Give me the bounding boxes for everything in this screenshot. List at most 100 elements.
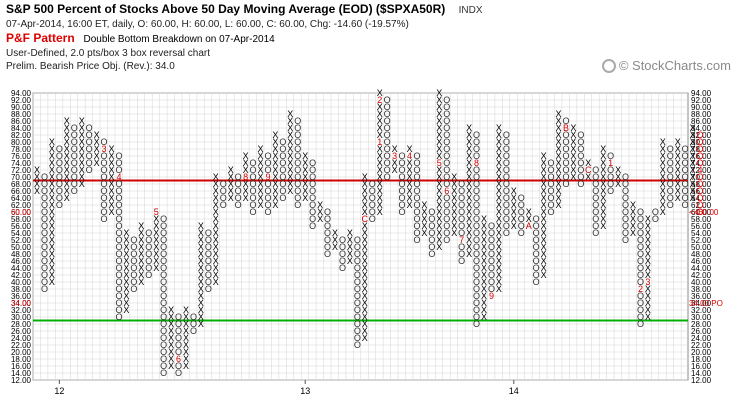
- pf-column-x: XXX: [317, 200, 323, 224]
- x-box: X: [496, 242, 502, 252]
- o-box: O: [384, 123, 391, 133]
- o-box: O: [428, 249, 435, 259]
- o-box: O: [324, 207, 331, 217]
- o-box: O: [637, 263, 644, 273]
- x-box: X: [555, 144, 561, 154]
- x-box: X: [436, 186, 442, 196]
- o-box: O: [548, 193, 555, 203]
- x-box: X: [481, 270, 487, 280]
- o-box: O: [56, 158, 63, 168]
- x-box: X: [645, 284, 651, 294]
- x-box: X: [436, 123, 442, 133]
- o-box: O: [235, 179, 242, 189]
- y-tick-label-right: 50.00: [691, 243, 712, 252]
- y-tick-label-right: 48.00: [691, 250, 712, 259]
- o-box: O: [41, 270, 48, 280]
- x-box: X: [183, 347, 189, 357]
- x-box: X: [466, 249, 472, 259]
- copyright-text: © StockCharts.com: [618, 58, 731, 73]
- x-box: X: [168, 340, 174, 350]
- o-box: O: [443, 116, 450, 126]
- x-box: X: [660, 179, 666, 189]
- y-tick-label-right: 82.00: [691, 131, 712, 140]
- o-box: O: [294, 123, 301, 133]
- o-box: O: [697, 130, 704, 140]
- x-box: X: [347, 242, 353, 252]
- o-box: O: [667, 200, 674, 210]
- o-box: O: [205, 235, 212, 245]
- o-box: O: [309, 179, 316, 189]
- o-box: O: [115, 179, 122, 189]
- x-box: X: [406, 172, 412, 182]
- y-tick-label-left: 66.00: [11, 187, 32, 196]
- o-box: O: [235, 200, 242, 210]
- o-box: O: [577, 137, 584, 147]
- o-box: O: [577, 172, 584, 182]
- o-box: O: [428, 235, 435, 245]
- o-box: O: [56, 200, 63, 210]
- x-box: X: [660, 144, 666, 154]
- o-box: O: [399, 207, 406, 217]
- o-box: O: [86, 144, 93, 154]
- o-box: O: [71, 137, 78, 147]
- o-box: O: [443, 214, 450, 224]
- o-box: O: [473, 256, 480, 266]
- x-box: X: [481, 305, 487, 315]
- o-box: O: [309, 200, 316, 210]
- x-box: X: [555, 123, 561, 133]
- o-box: O: [473, 249, 480, 259]
- x-box: X: [34, 172, 40, 182]
- x-box: X: [362, 249, 368, 259]
- x-box: X: [392, 144, 398, 154]
- x-box: X: [228, 193, 234, 203]
- x-box: X: [108, 165, 114, 175]
- x-box: X: [183, 319, 189, 329]
- x-box: X: [481, 298, 487, 308]
- x-box: X: [466, 165, 472, 175]
- x-box: X: [272, 165, 278, 175]
- o-box: O: [101, 165, 108, 175]
- x-box: X: [451, 172, 457, 182]
- o-box: O: [220, 186, 227, 196]
- o-box: O: [428, 221, 435, 231]
- x-box: X: [436, 200, 442, 210]
- month-marker: A: [526, 221, 532, 231]
- o-box: O: [160, 326, 167, 336]
- x-box: X: [287, 144, 293, 154]
- o-box: O: [399, 151, 406, 161]
- o-box: O: [443, 165, 450, 175]
- x-box: X: [481, 263, 487, 273]
- x-box: X: [541, 207, 547, 217]
- x-box: X: [272, 137, 278, 147]
- o-box: O: [667, 158, 674, 168]
- x-box: X: [421, 200, 427, 210]
- o-box: O: [637, 298, 644, 308]
- x-box: X: [555, 179, 561, 189]
- o-box: O: [115, 186, 122, 196]
- x-box: X: [64, 151, 70, 161]
- x-box: X: [436, 102, 442, 112]
- x-box: X: [123, 235, 129, 245]
- x-box: X: [466, 235, 472, 245]
- y-tick-label-right: 70.00: [691, 173, 712, 182]
- x-box: X: [511, 200, 517, 210]
- x-box: X: [630, 221, 636, 231]
- x-box: X: [555, 172, 561, 182]
- x-box: X: [496, 193, 502, 203]
- o-box: O: [622, 235, 629, 245]
- x-box: X: [138, 249, 144, 259]
- x-box: X: [600, 172, 606, 182]
- o-box: O: [115, 151, 122, 161]
- o-box: O: [279, 144, 286, 154]
- o-box: O: [458, 242, 465, 252]
- o-box: O: [458, 207, 465, 217]
- x-box: X: [49, 172, 55, 182]
- o-box: O: [115, 242, 122, 252]
